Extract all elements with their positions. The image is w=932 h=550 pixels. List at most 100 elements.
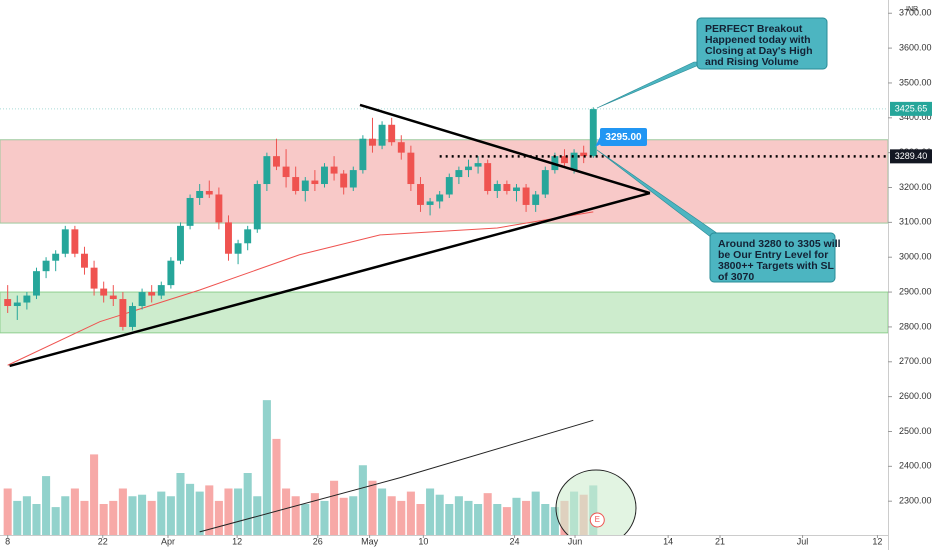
event-marker-label: E (595, 515, 600, 524)
volume-bar (310, 493, 319, 535)
volume-bar (464, 500, 473, 535)
callout-pointer (596, 61, 707, 109)
candle-body (129, 306, 136, 327)
candle-body (532, 194, 540, 205)
x-tick-label: 24 (510, 536, 520, 546)
candle-body (263, 156, 271, 185)
volume-bar (99, 504, 108, 535)
volume-bar (416, 504, 425, 535)
x-tick-label: 26 (313, 536, 323, 546)
candle-body (71, 229, 79, 254)
candle-body (253, 184, 261, 230)
candle-body (52, 253, 60, 261)
x-tick-label: Jun (568, 536, 583, 546)
volume-bar (435, 494, 444, 535)
x-tick-label: May (361, 536, 379, 546)
volume-bar (90, 454, 99, 535)
candle-body (378, 124, 386, 146)
x-tick-label: Jul (797, 536, 809, 546)
volume-bar (253, 496, 262, 535)
candle-body (301, 180, 309, 191)
volume-bar (157, 491, 166, 535)
price-tag (890, 101, 932, 116)
candle-body (580, 152, 588, 157)
y-tick-label: 3400.00 (899, 112, 932, 122)
y-tick-label: 2400.00 (899, 461, 932, 471)
candle-body (417, 184, 424, 205)
volume-bar (339, 497, 348, 535)
trendline (9, 191, 651, 368)
candle-body (33, 271, 40, 296)
volume-bar (186, 483, 195, 535)
candle-body (23, 295, 31, 303)
volume-bar (32, 504, 41, 535)
candle-body (167, 260, 175, 286)
volume-bar (493, 504, 502, 535)
candle-body (119, 299, 127, 327)
y-tick-label: 2300.00 (899, 496, 932, 506)
candle-body (493, 184, 501, 191)
volume-bar (349, 496, 358, 535)
volume-bar (243, 473, 252, 535)
volume-bar (109, 500, 118, 535)
callout-text: 3800++ Targets with SL (718, 260, 835, 272)
x-tick-label: 22 (98, 536, 108, 546)
candle-body (359, 138, 367, 171)
price-tag-label: 3425.65 (895, 104, 928, 114)
candle-body (465, 166, 472, 171)
candle-body (225, 222, 232, 254)
entry-label: 3295.00 (605, 132, 642, 143)
volume-bar (445, 504, 454, 535)
candle-body (177, 225, 184, 261)
candle-body (273, 156, 280, 167)
event-marker (589, 512, 605, 528)
volume-bar (13, 500, 22, 535)
candle-body (561, 156, 568, 164)
candle-body (570, 152, 578, 171)
candle-body (388, 124, 396, 143)
volume-highlight (555, 469, 637, 547)
y-tick-label: 3600.00 (899, 42, 932, 52)
volume-bar (282, 488, 291, 535)
candle-body (138, 292, 146, 307)
volume-bar (138, 494, 147, 535)
candle-body (42, 260, 50, 272)
volume-bar (118, 488, 127, 535)
volume-bar (454, 496, 463, 535)
volume-bar (531, 491, 540, 535)
volume-bar (550, 507, 559, 535)
volume-bar (368, 480, 377, 535)
callout-text: be Our Entry Level for (718, 249, 828, 261)
x-tick-label: 10 (418, 536, 428, 546)
candle-body (397, 142, 405, 153)
volume-bar (397, 500, 406, 535)
volume-bar (426, 488, 435, 535)
candle-body (13, 302, 21, 307)
volume-ma (199, 419, 594, 533)
candle-body (292, 177, 300, 191)
y-tick-label: 2500.00 (899, 426, 932, 436)
volume-bar (330, 480, 339, 535)
volume-bar (522, 500, 531, 535)
volume-bar (128, 496, 137, 535)
volume-bar (406, 491, 415, 535)
candle-body (455, 170, 463, 178)
candle-body (484, 163, 492, 191)
callout-text: and Rising Volume (705, 56, 799, 68)
zone (0, 291, 889, 334)
volume-bar (224, 488, 233, 535)
volume-bar (387, 496, 396, 535)
volume-bar (301, 504, 310, 535)
callout-text: of 3070 (718, 271, 754, 283)
candle-body (100, 288, 108, 296)
x-tick-label: Apr (161, 536, 175, 546)
volume-bar (474, 504, 483, 535)
candle-body (90, 267, 98, 289)
callout-text: Happened today with (705, 34, 811, 46)
volume-bar (42, 476, 51, 535)
y-tick-label: 3200.00 (899, 182, 932, 192)
candle-body (157, 285, 165, 296)
volume-bar (358, 465, 367, 535)
